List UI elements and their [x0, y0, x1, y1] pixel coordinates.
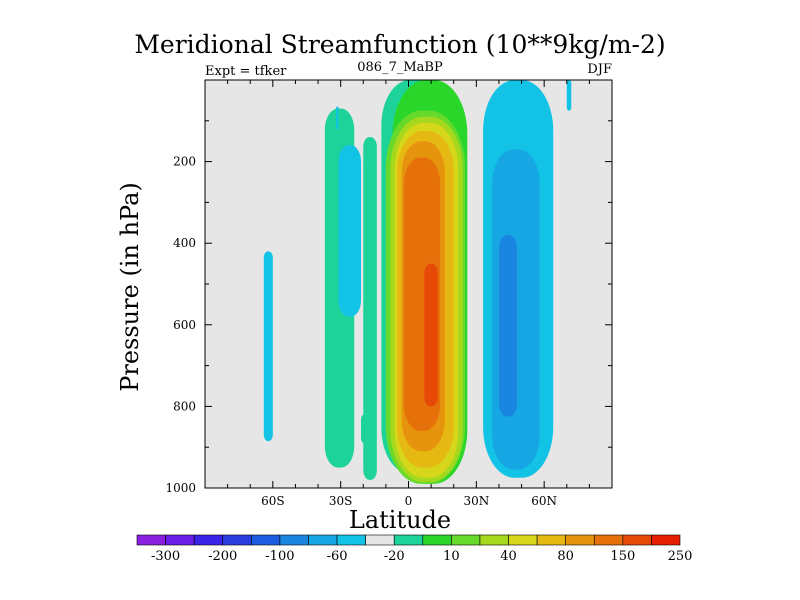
colorbar-label: 250 — [668, 549, 693, 564]
y-tick-label: 600 — [173, 318, 196, 332]
contour-region-9-2 — [336, 106, 339, 129]
colorbar-swatch — [451, 534, 481, 546]
contour-region-0-3 — [361, 414, 368, 444]
colorbar-label: -300 — [151, 549, 180, 564]
y-tick-label: 1000 — [165, 481, 196, 495]
y-tick-label: 800 — [173, 399, 196, 413]
colorbar-swatch — [251, 534, 281, 546]
colorbar-swatch — [136, 534, 166, 546]
contour-region-8-0 — [424, 263, 438, 407]
colorbar-swatch — [508, 534, 538, 546]
x-tick-label: 0 — [405, 494, 413, 508]
x-axis-title: Latitude — [348, 506, 452, 534]
colorbar-swatch — [422, 534, 452, 546]
colorbar-swatch — [651, 534, 681, 546]
y-tick-label: 200 — [173, 155, 196, 169]
colorbar-label: 80 — [557, 549, 574, 564]
colorbar-swatch — [622, 534, 652, 546]
colorbar-label: 150 — [610, 549, 635, 564]
contour-region-9-0 — [263, 251, 273, 442]
colorbar-swatch — [365, 534, 395, 546]
colorbar-swatch — [165, 534, 195, 546]
colorbar-swatch — [593, 534, 624, 546]
colorbar-swatch — [279, 534, 309, 546]
colorbar-label: -100 — [265, 549, 294, 564]
colorbar-label: -200 — [208, 549, 237, 564]
case-label: 086_7_MaBP — [357, 60, 443, 75]
season-label: DJF — [587, 62, 612, 77]
contour-region-11-0 — [498, 235, 518, 417]
colorbar-swatch — [393, 534, 424, 546]
x-tick-label: 60N — [531, 494, 557, 508]
x-tick-label: 30N — [463, 494, 489, 508]
colorbar-swatch — [193, 534, 224, 546]
chart-title: Meridional Streamfunction (10**9kg/m-2) — [134, 30, 666, 59]
contour-region-0-2 — [363, 137, 377, 480]
colorbar-label: -20 — [384, 549, 405, 564]
contour-region-9-4 — [566, 80, 572, 111]
y-tick-label: 400 — [173, 236, 196, 250]
colorbar-swatch — [308, 534, 338, 546]
colorbar-swatch — [336, 534, 366, 546]
contour-region-9-1 — [338, 145, 362, 317]
colorbar-swatch — [536, 534, 566, 546]
colorbar-swatch — [565, 534, 595, 546]
x-tick-label: 30S — [329, 494, 353, 508]
experiment-label: Expt = tfker — [205, 64, 287, 79]
colorbar-swatch — [222, 534, 252, 546]
contour-fill-group — [263, 80, 572, 484]
x-tick-label: 60S — [261, 494, 285, 508]
colorbar-swatch — [479, 534, 509, 546]
colorbar-label: 40 — [500, 549, 517, 564]
colorbar-label: 10 — [443, 549, 460, 564]
colorbar-label: -60 — [327, 549, 348, 564]
